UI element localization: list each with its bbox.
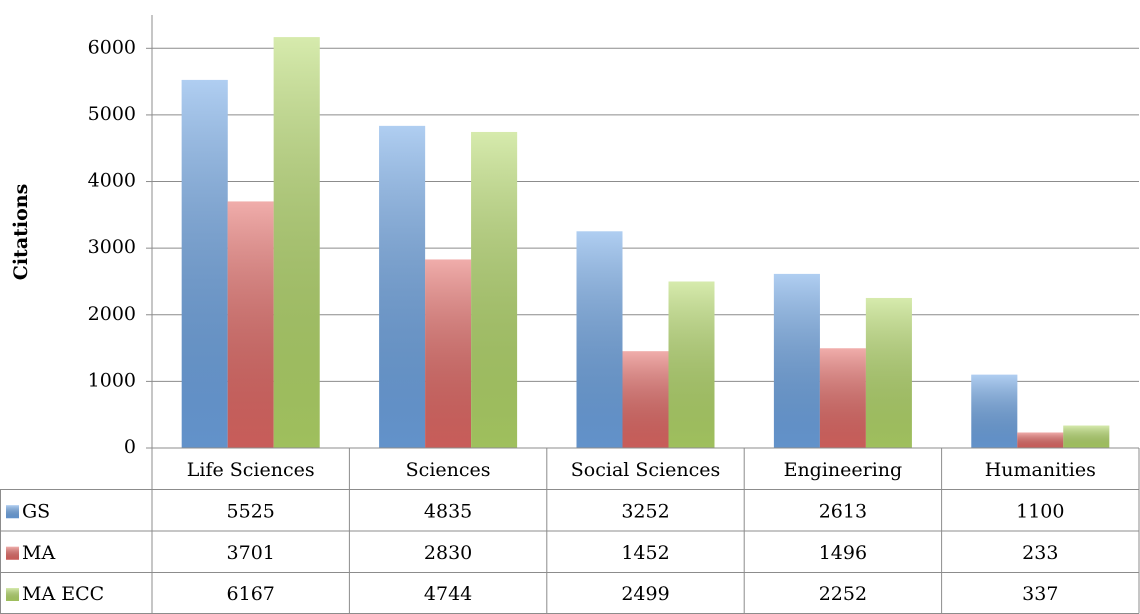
bar-shine [227, 201, 274, 448]
x-tick-label: Sciences [406, 459, 491, 481]
x-tick-label: Humanities [985, 459, 1096, 481]
bar-shine [576, 231, 623, 448]
y-axis-label: Citations [10, 184, 32, 281]
table-value: 4744 [424, 583, 472, 605]
bar-shine [819, 348, 866, 448]
legend-swatch-shine [6, 588, 19, 601]
y-tick-label: 0 [124, 436, 136, 458]
bar-shine [181, 79, 228, 448]
bar-shine [668, 281, 715, 448]
table-value: 1496 [819, 542, 867, 564]
table-value: 233 [1022, 542, 1058, 564]
table-value: 2830 [424, 542, 472, 564]
y-tick-label: 2000 [88, 303, 136, 325]
table-value: 2499 [621, 583, 669, 605]
legend-label: MA ECC [22, 583, 104, 605]
x-tick-label: Life Sciences [187, 459, 315, 481]
y-tick-label: 3000 [88, 236, 136, 258]
table-value: 3252 [621, 500, 669, 522]
y-tick-label: 4000 [88, 170, 136, 192]
legend-label: GS [22, 500, 50, 522]
bar-shine [379, 125, 426, 448]
table-value: 337 [1022, 583, 1058, 605]
bar-shine [1063, 425, 1110, 448]
bar-shine [1017, 432, 1064, 448]
y-tick-label: 6000 [88, 36, 136, 58]
x-tick-label: Engineering [784, 459, 903, 481]
bar-shine [471, 131, 518, 448]
table-value: 4835 [424, 500, 472, 522]
bar-shine [273, 37, 320, 448]
bar-shine [865, 297, 912, 448]
table-value: 1100 [1016, 500, 1064, 522]
bar-shine [622, 351, 669, 448]
table-value: 3701 [227, 542, 275, 564]
legend-swatch-shine [6, 546, 19, 560]
table-value: 5525 [227, 500, 275, 522]
table-value: 6167 [227, 583, 275, 605]
bar-shine [773, 273, 820, 448]
table-value: 2613 [819, 500, 867, 522]
legend-swatch-shine [6, 505, 19, 519]
y-tick-label: 1000 [88, 369, 136, 391]
table-value: 1452 [621, 542, 669, 564]
legend-label: MA [22, 542, 55, 564]
bar-shine [425, 259, 472, 448]
bar-shine [971, 374, 1018, 448]
x-tick-label: Social Sciences [571, 459, 720, 481]
table-value: 2252 [819, 583, 867, 605]
y-tick-label: 5000 [88, 103, 136, 125]
